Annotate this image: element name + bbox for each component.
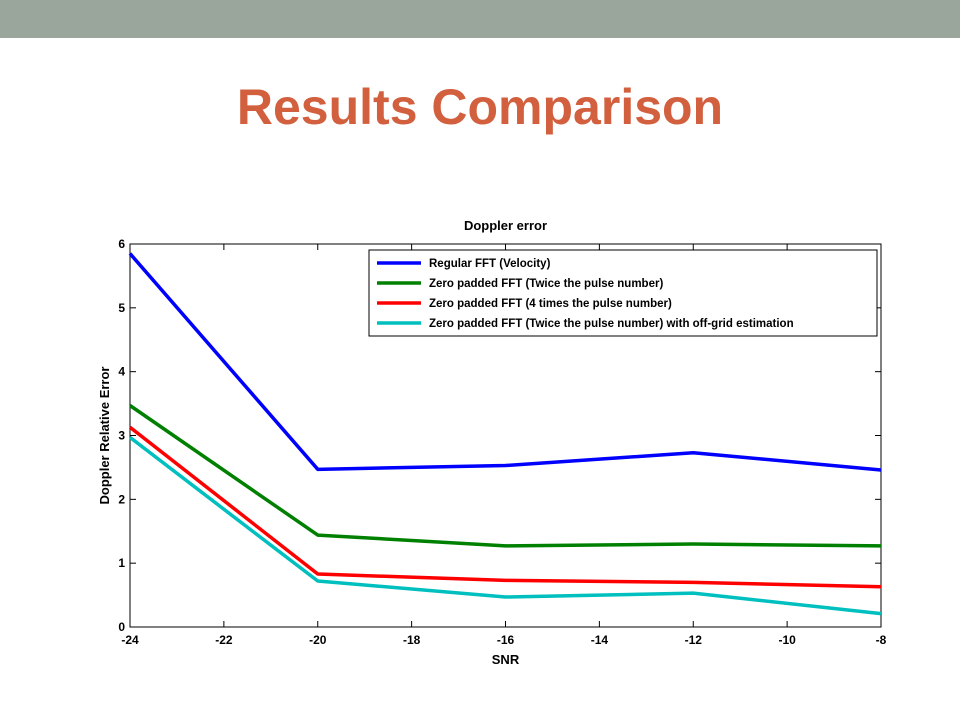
axis-ticks: -24 -22 -20 -18 -16 -14 -12 -10 -8 0 1 2 3 4 5 6 bbox=[118, 237, 886, 647]
x-tick-label: -8 bbox=[876, 633, 887, 647]
y-tick-label: 5 bbox=[118, 301, 125, 315]
y-tick-label: 1 bbox=[118, 556, 125, 570]
series-line-4 bbox=[128, 436, 882, 616]
series-line-3 bbox=[128, 425, 882, 589]
legend-label: Zero padded FFT (4 times the pulse numbe… bbox=[429, 298, 672, 310]
x-tick-label: -14 bbox=[591, 633, 609, 647]
x-tick-label: -10 bbox=[778, 633, 796, 647]
y-tick-label: 6 bbox=[118, 237, 125, 251]
y-tick-label: 2 bbox=[118, 492, 125, 506]
x-tick-label: -24 bbox=[121, 633, 139, 647]
series-lines bbox=[128, 252, 882, 616]
slide-title: Results Comparison bbox=[236, 79, 724, 135]
x-axis-title: SNR bbox=[492, 652, 520, 667]
legend: Regular FFT (Velocity) Zero padded FFT (T… bbox=[368, 249, 878, 337]
chart-title: Doppler error bbox=[464, 218, 547, 233]
x-tick-label: -12 bbox=[685, 633, 703, 647]
x-tick-label: -16 bbox=[497, 633, 515, 647]
x-tick-label: -22 bbox=[215, 633, 233, 647]
top-bar bbox=[0, 0, 960, 38]
legend-box bbox=[368, 249, 878, 337]
y-axis-title: Doppler Relative Error bbox=[97, 367, 112, 505]
series-line-2 bbox=[129, 404, 882, 548]
legend-label: Zero padded FFT (Twice the pulse number)… bbox=[429, 318, 794, 330]
x-tick-label: -20 bbox=[309, 633, 327, 647]
legend-label: Zero padded FFT (Twice the pulse number) bbox=[429, 278, 663, 290]
x-tick-label: -18 bbox=[403, 633, 421, 647]
y-tick-label: 3 bbox=[118, 429, 125, 443]
series-line-1 bbox=[128, 252, 882, 472]
y-tick-label: 4 bbox=[118, 365, 125, 379]
legend-label: Regular FFT (Velocity) bbox=[429, 258, 551, 270]
y-tick-label: 0 bbox=[118, 620, 125, 634]
